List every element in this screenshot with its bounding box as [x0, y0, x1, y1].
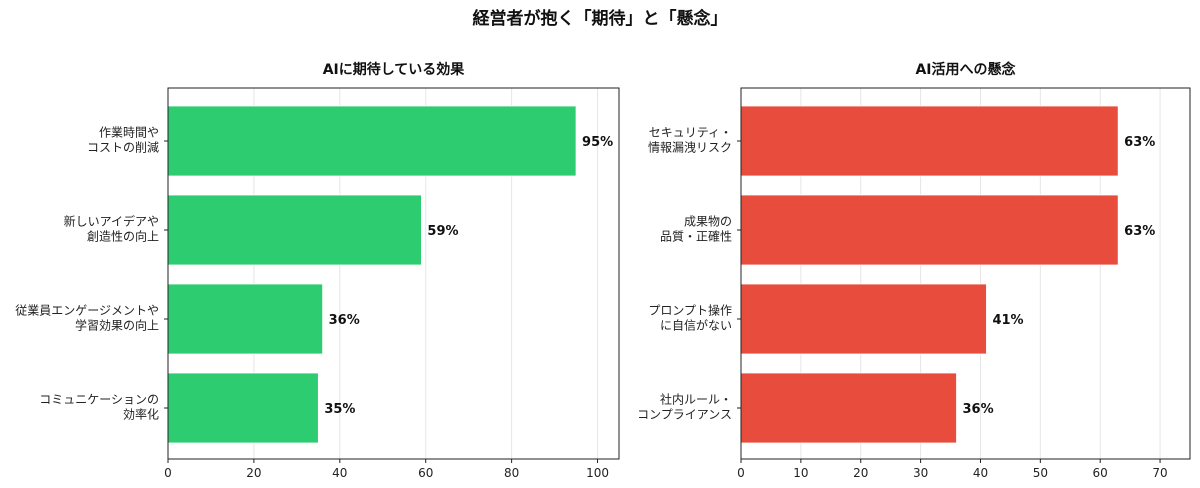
x-tick-label: 100	[586, 466, 609, 480]
category-label: 創造性の向上	[87, 229, 159, 244]
category-label: 成果物の	[684, 215, 732, 229]
category-label: 新しいアイデアや	[64, 214, 159, 229]
category-label: 従業員エンゲージメントや	[15, 304, 159, 318]
x-tick-label: 40	[332, 466, 347, 480]
bar-1	[740, 105, 1119, 177]
bar-3	[167, 283, 324, 355]
value-label: 95%	[582, 135, 613, 150]
x-tick-label: 10	[793, 466, 808, 480]
category-label: 作業時間や	[99, 126, 159, 140]
value-label: 35%	[324, 402, 355, 417]
category-label: に自信がない	[660, 318, 732, 333]
x-tick-label: 60	[1093, 466, 1108, 480]
category-label: 情報漏洩リスク	[648, 141, 732, 155]
x-tick-label: 60	[418, 466, 433, 480]
bar-1	[167, 105, 577, 177]
x-tick-label: 30	[913, 466, 928, 480]
value-label: 63%	[1124, 224, 1155, 239]
value-label: 59%	[427, 224, 458, 239]
x-tick-label: 20	[246, 466, 261, 480]
panel-title: AIに期待している効果	[323, 61, 466, 78]
category-label: コンプライアンス	[637, 408, 732, 422]
x-tick-label: 80	[504, 466, 519, 480]
category-label: プロンプト操作	[648, 303, 732, 318]
category-label: コストの削減	[87, 140, 159, 155]
bar-4	[167, 372, 319, 444]
value-label: 36%	[963, 402, 994, 417]
x-tick-label: 20	[853, 466, 868, 480]
value-label: 41%	[992, 313, 1023, 328]
plot-frame	[740, 87, 1191, 460]
x-tick-label: 50	[1033, 466, 1048, 480]
x-tick-label: 40	[973, 466, 988, 480]
category-label: 社内ルール・	[660, 392, 732, 407]
category-label: セキュリティ・	[649, 126, 732, 140]
x-tick-label: 0	[164, 466, 172, 480]
value-label: 63%	[1124, 135, 1155, 150]
x-tick-label: 0	[737, 466, 745, 480]
bar-4	[740, 372, 957, 444]
category-label: 品質・正確性	[660, 229, 732, 244]
bar-2	[167, 194, 422, 266]
plot-frame	[167, 87, 620, 460]
category-label: 効率化	[123, 407, 159, 422]
figure-title: 経営者が抱く「期待」と「懸念」	[472, 9, 728, 29]
panel-title: AI活用への懸念	[915, 61, 1016, 78]
bar-3	[740, 283, 987, 355]
bar-2	[740, 194, 1119, 266]
category-label: コミュニケーションの	[39, 393, 159, 407]
value-label: 36%	[329, 313, 360, 328]
category-label: 学習効果の向上	[75, 318, 159, 333]
x-tick-label: 70	[1152, 466, 1167, 480]
